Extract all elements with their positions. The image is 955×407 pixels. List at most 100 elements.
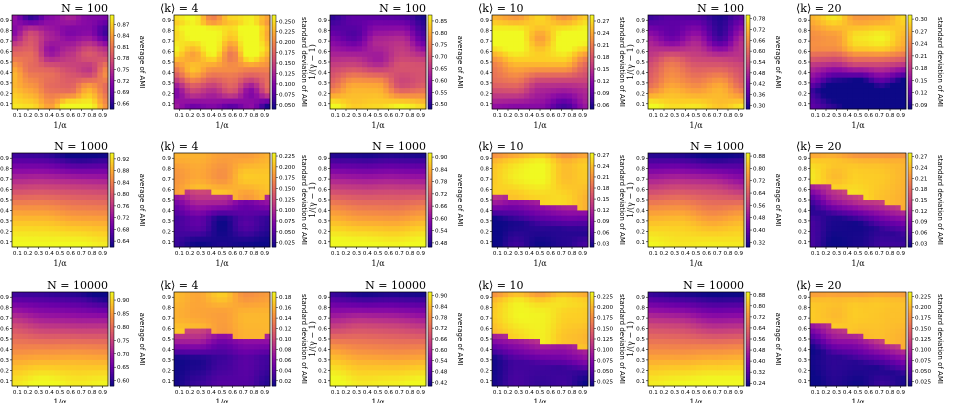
avg-heatmap-6-colorbar-tick-label: 0.72 [753,179,765,185]
avg-heatmap-4-cell [87,231,93,237]
avg-heatmap-2-cell [415,88,421,94]
avg-heatmap-3-cell [685,20,691,26]
std-heatmap-4-colorbar-segment [272,221,276,224]
avg-heatmap-2-cell [351,67,357,73]
avg-heatmap-3-cell [691,72,697,78]
std-heatmap-3-cell [826,83,832,89]
std-heatmap-2-cell [551,88,557,94]
std-heatmap-1-cell [174,15,180,21]
avg-heatmap-3-colorbar-segment [746,39,750,42]
std-heatmap-6-cell [810,169,816,175]
std-heatmap-3-cell [810,88,816,94]
std-heatmap-4-cell [190,216,196,222]
avg-heatmap-2-cell [367,57,373,63]
std-heatmap-1-xtick-label: 0.1 [175,113,184,119]
std-heatmap-2-cell [545,62,551,68]
avg-heatmap-3-colorbar-segment [746,64,750,67]
avg-heatmap-2-cell [373,20,379,26]
avg-heatmap-1-cell [39,83,45,89]
std-heatmap-3-colorbar-segment [908,76,912,79]
std-heatmap-5-cell [513,153,519,159]
std-heatmap-1-cell [179,62,185,68]
std-heatmap-3-cell [885,62,891,68]
std-heatmap-2-cell [540,78,546,84]
std-heatmap-5-ytick-label: 0.2 [480,229,489,235]
avg-heatmap-4-cell [33,242,39,248]
std-heatmap-5-cell [561,210,567,216]
avg-heatmap-2-cell [335,15,341,21]
std-heatmap-4-cell [243,216,249,222]
std-heatmap-1-cell [243,31,249,37]
std-heatmap-1-cell [206,104,212,110]
std-heatmap-5-colorbar-segment [590,174,594,177]
avg-heatmap-3-cell [717,88,723,94]
std-heatmap-5-cell [508,200,514,206]
avg-heatmap-3-cell [712,20,718,26]
std-heatmap-4-cell [233,174,239,180]
avg-heatmap-1-xtick-label: 0.5 [56,113,65,119]
std-heatmap-4-cell [201,184,207,190]
avg-heatmap-6-cell [696,200,702,206]
avg-heatmap-3-cell [669,15,675,21]
avg-heatmap-3-cell [733,78,739,84]
avg-heatmap-2-cell [383,99,389,105]
avg-heatmap-5-cell [373,221,379,227]
avg-heatmap-1-cell [55,36,61,42]
std-heatmap-4-cell [227,169,233,175]
avg-heatmap-1-colorbar-segment [110,71,114,74]
std-heatmap-6-cell [858,169,864,175]
std-heatmap-1-cell [206,15,212,21]
avg-heatmap-1-cell [60,52,66,58]
avg-heatmap-4-cell [12,195,18,201]
std-heatmap-3-cell [901,52,907,58]
avg-heatmap-3-cell [648,31,654,37]
std-heatmap-4-cell [195,231,201,237]
std-heatmap-3-cell [810,20,816,26]
std-heatmap-3-cell [869,93,875,99]
std-heatmap-2-cell [503,104,509,110]
std-heatmap-1-cell [185,57,191,63]
avg-heatmap-4-cell [39,242,45,248]
avg-heatmap-2-cell [373,72,379,78]
std-heatmap-3-cell [901,41,907,47]
avg-heatmap-4-cell [76,205,82,211]
avg-heatmap-5-cell [415,163,421,169]
avg-heatmap-3-cell [685,41,691,47]
avg-heatmap-1-xtick-label: 0.9 [98,113,107,119]
std-heatmap-5-cell [567,200,573,206]
std-heatmap-6-cell [863,242,869,248]
std-heatmap-1-cell [217,62,223,68]
std-heatmap-5-cell [572,163,578,169]
std-heatmap-1-colorbar-segment [272,104,276,107]
std-heatmap-1-cell [233,88,239,94]
std-heatmap-4-cell [201,153,207,159]
avg-heatmap-4-cell [97,163,103,169]
std-heatmap-3-cell [879,46,885,52]
std-heatmap-5-cell [535,184,541,190]
avg-heatmap-3-cell [653,36,659,42]
std-heatmap-4-cell [238,169,244,175]
avg-heatmap-3-cell [664,99,670,105]
std-heatmap-6-cell [815,205,821,211]
std-heatmap-3-cell [895,78,901,84]
std-heatmap-2-colorbar-segment [590,48,594,51]
avg-heatmap-1-cell [55,88,61,94]
avg-heatmap-3-cell [691,78,697,84]
std-heatmap-3-cell [810,15,816,21]
avg-heatmap-2-xtick-label: 0.4 [363,113,372,119]
avg-heatmap-4-cell [71,200,77,206]
avg-heatmap-6-cell [680,221,686,227]
std-heatmap-6-cell [874,231,880,237]
avg-heatmap-2-cell [341,67,347,73]
avg-heatmap-6-cell [723,205,729,211]
avg-heatmap-6-colorbar-segment [746,238,750,241]
avg-heatmap-1-cell [97,78,103,84]
avg-heatmap-4-cell [71,216,77,222]
avg-heatmap-3-cell [659,46,665,52]
std-heatmap-2-colorbar-segment [590,27,594,30]
avg-heatmap-5-cell [346,231,352,237]
avg-heatmap-1-ytick-label: 0.1 [0,102,9,108]
avg-heatmap-6-cell [717,226,723,232]
std-heatmap-3-cell [815,62,821,68]
